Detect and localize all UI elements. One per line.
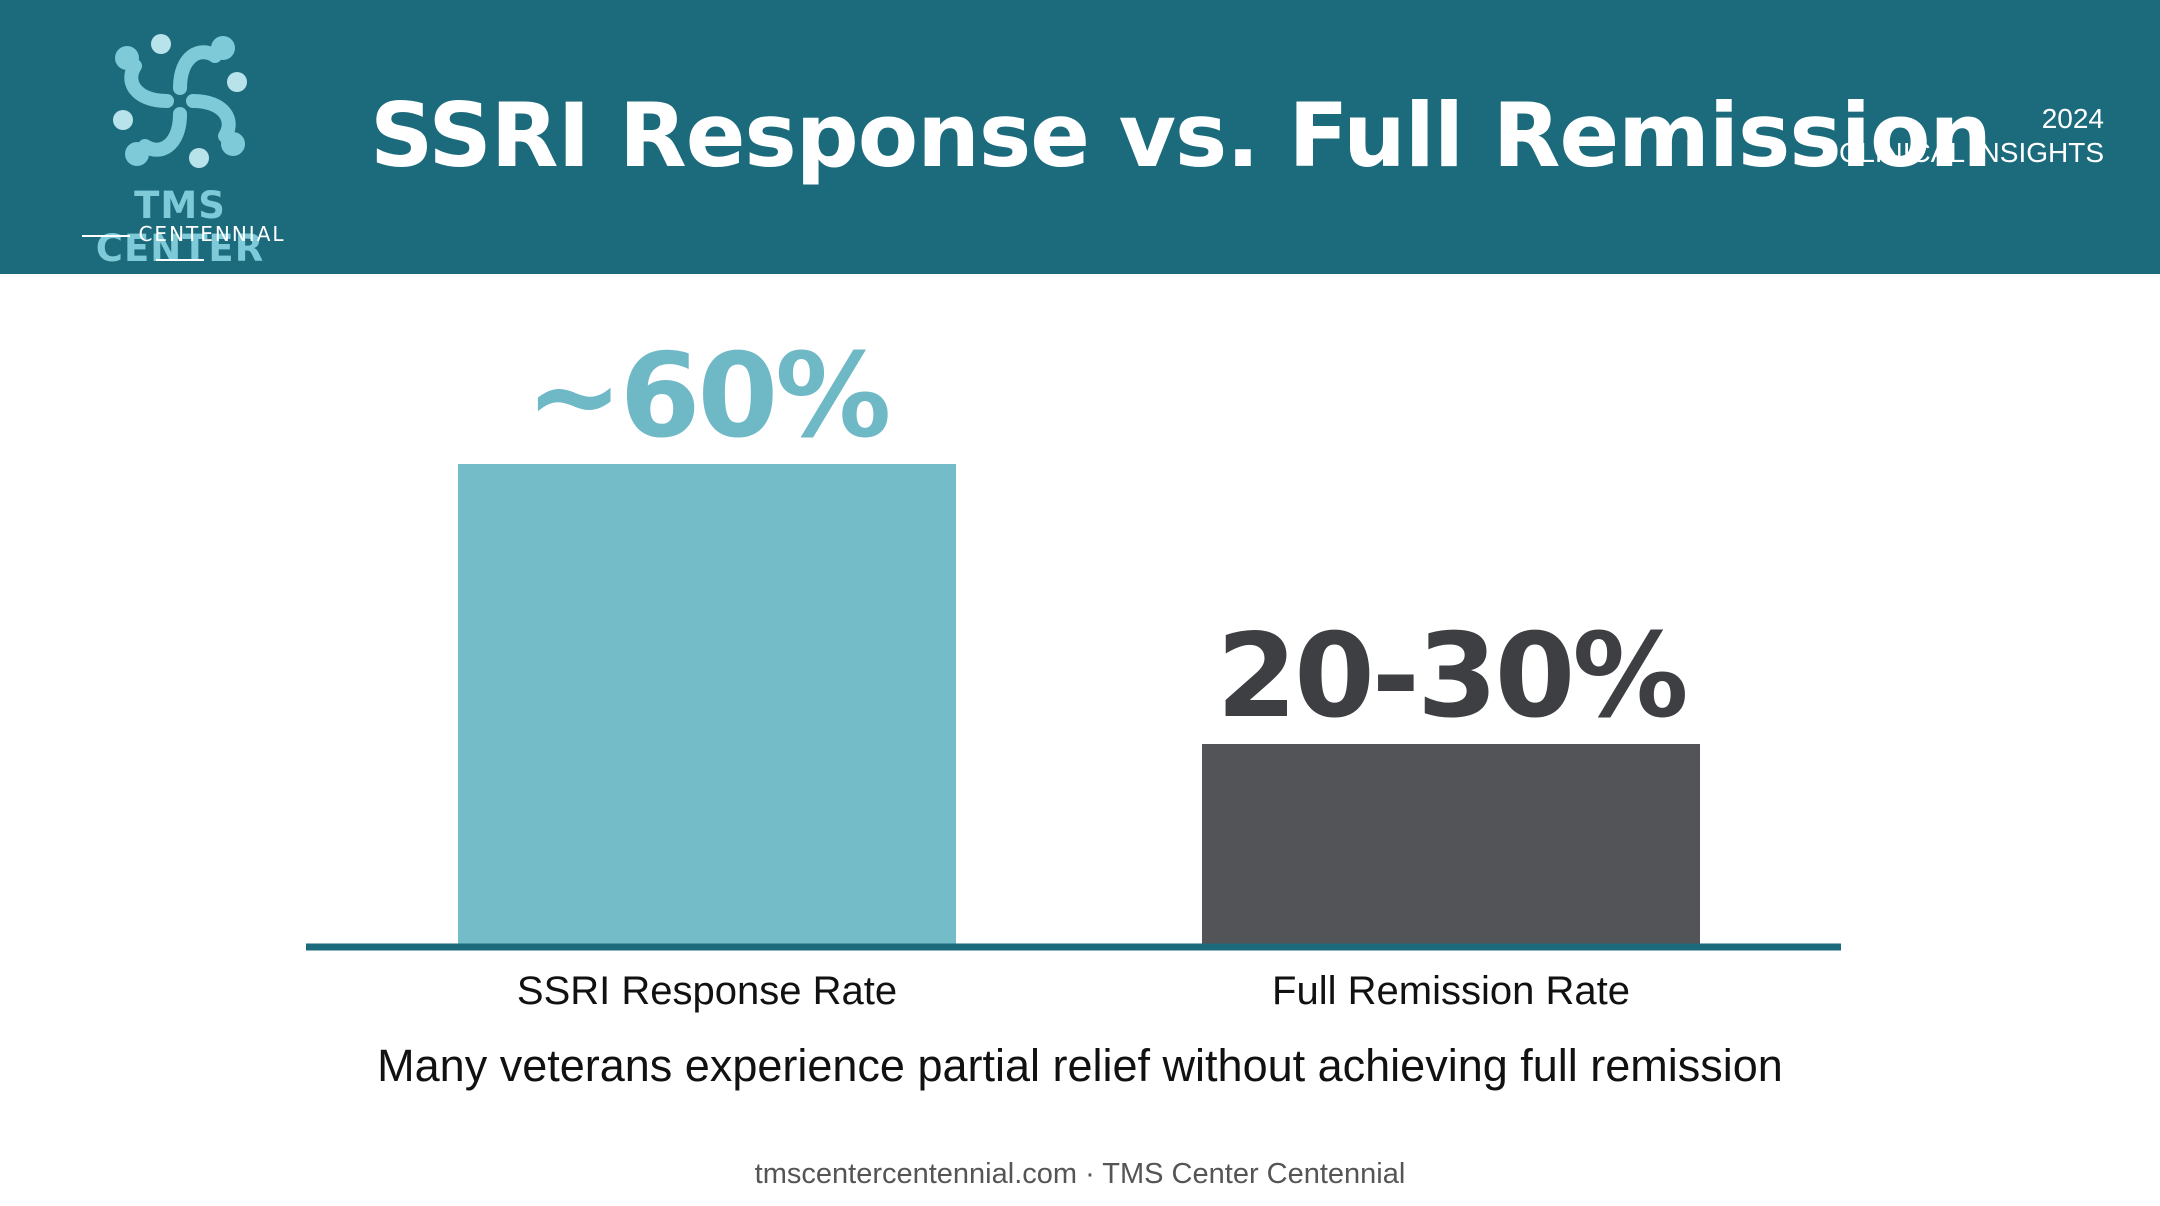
chart-caption: Many veterans experience partial relief … xyxy=(377,1040,1783,1091)
badge-year: 2024 xyxy=(2041,103,2104,134)
bar-value-label: 20-30% xyxy=(1216,609,1685,744)
bar-1 xyxy=(458,464,956,944)
category-label: Full Remission Rate xyxy=(1272,969,1630,1013)
footer-credit: tmscentercentennial.com · TMS Center Cen… xyxy=(754,1158,1406,1190)
header-banner: TMS CENTER CENTENNIAL SSRI Response vs. … xyxy=(0,0,2160,274)
bar-value-label: ~60% xyxy=(526,329,889,464)
four-figure-circle-logo-icon xyxy=(113,34,247,168)
badge-label: CLINICAL INSIGHTS xyxy=(1838,137,2104,168)
bar-chart: ~60% SSRI Response Rate 20-30% Full Remissi… xyxy=(306,329,1841,1013)
logo-subtitle: CENTENNIAL xyxy=(50,222,310,270)
logo: TMS CENTER CENTENNIAL xyxy=(50,26,310,270)
category-label: SSRI Response Rate xyxy=(517,969,897,1013)
header-badge: 2024 CLINICAL INSIGHTS xyxy=(1839,102,2104,170)
bar-2 xyxy=(1202,744,1700,944)
page-title: SSRI Response vs. Full Remission xyxy=(370,84,1992,187)
